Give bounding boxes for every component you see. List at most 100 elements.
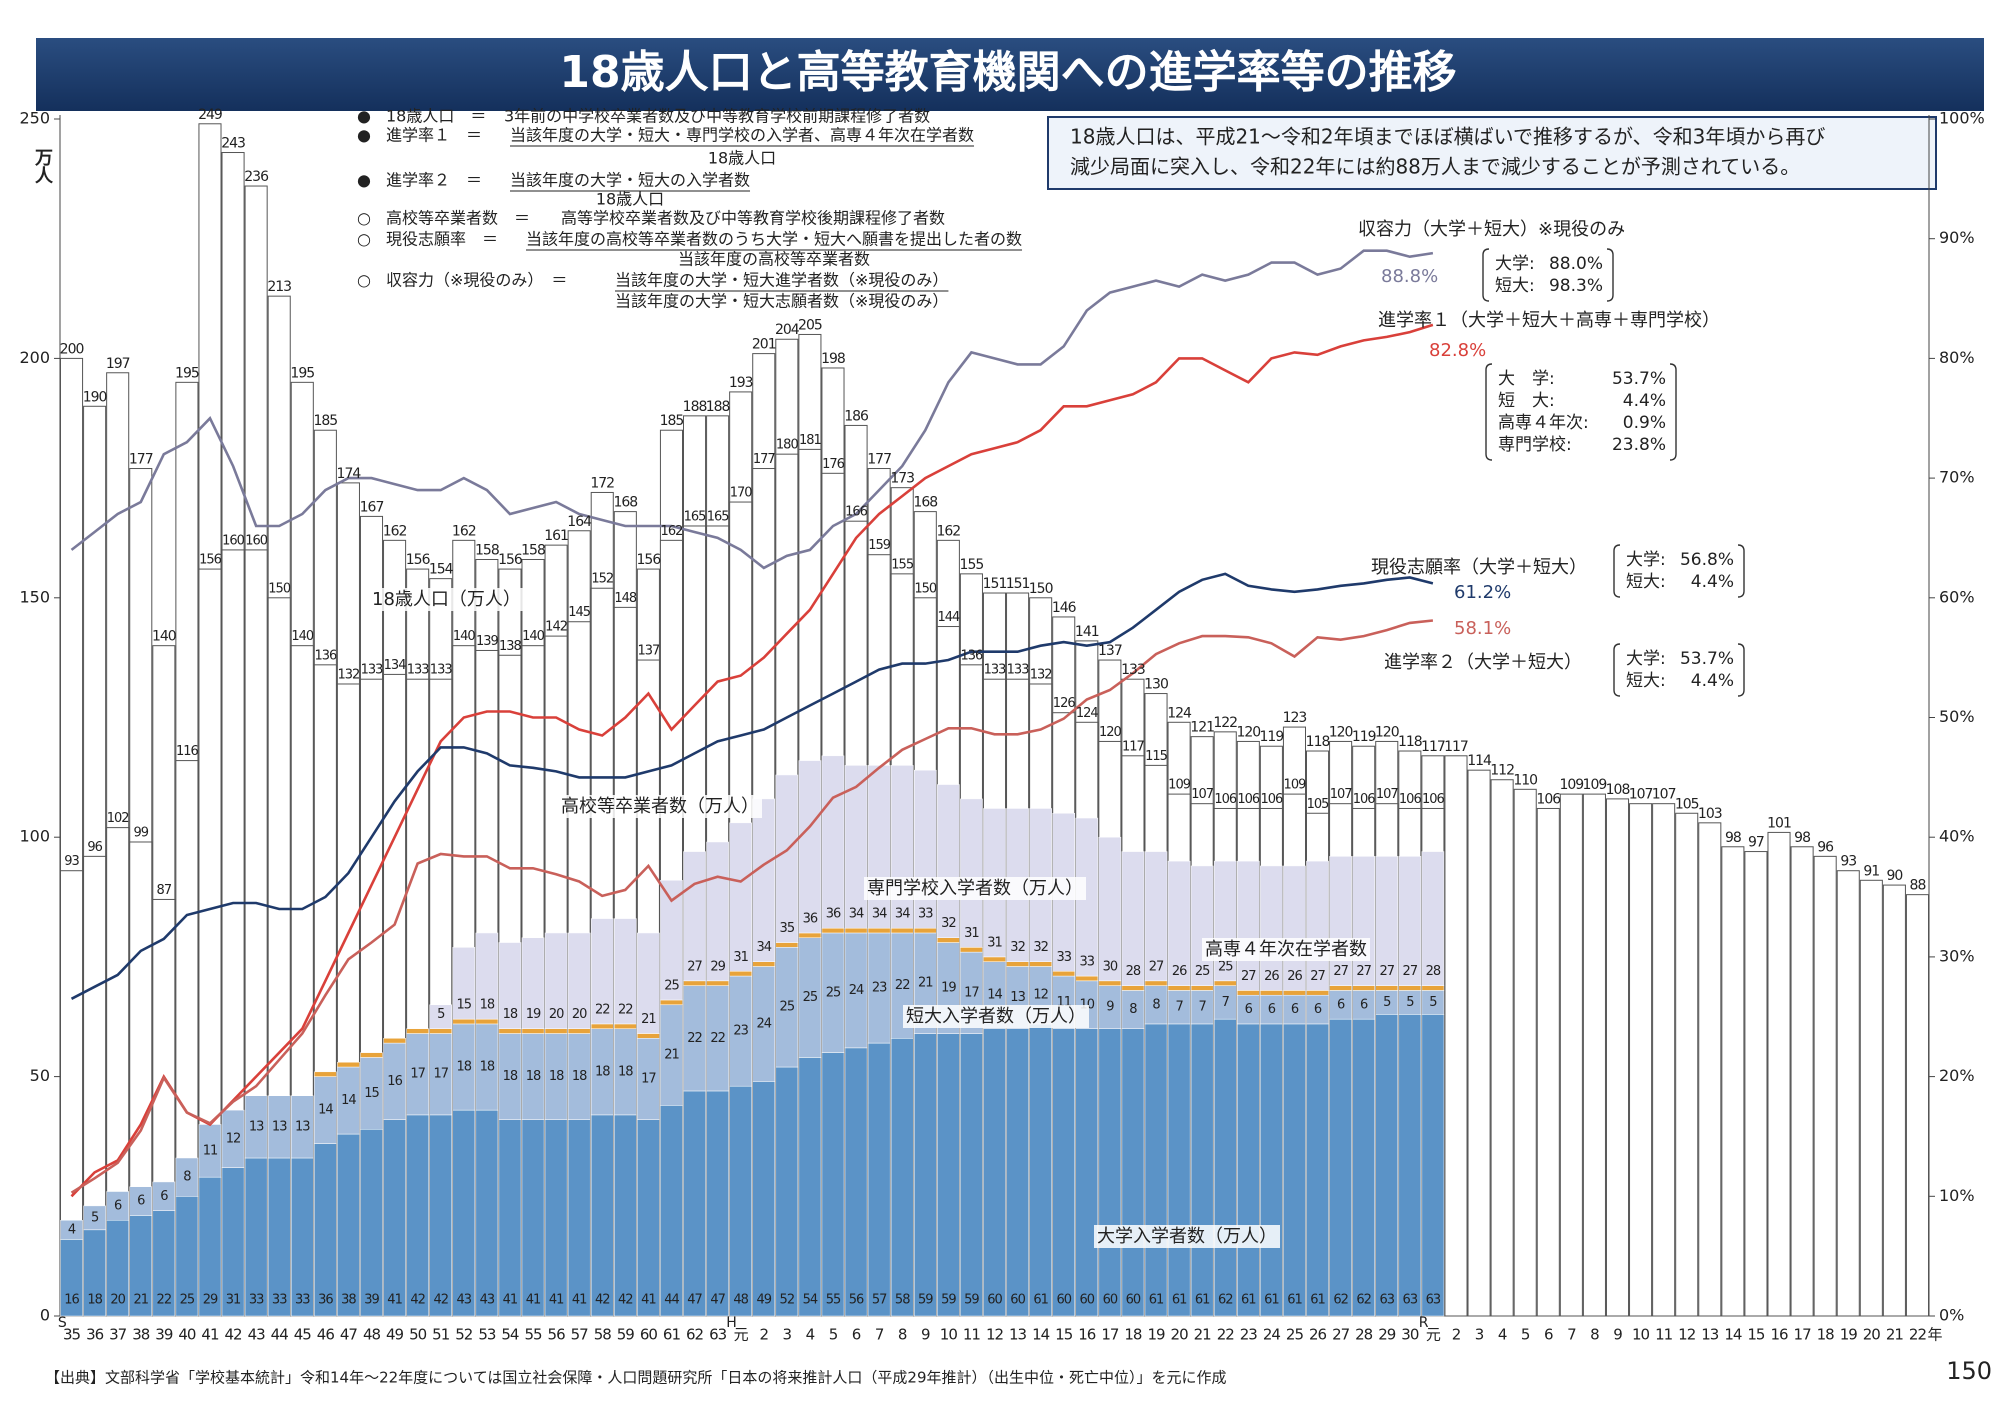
breakdown-value: 4.4% — [1623, 391, 1666, 411]
breakdown-value: 4.4% — [1691, 671, 1734, 691]
data-label: 32 — [1010, 940, 1025, 955]
data-label: 198 — [821, 351, 845, 367]
x-tick-label: 45 — [294, 1326, 312, 1344]
data-label: 130 — [1144, 677, 1168, 693]
data-label: 12 — [1033, 988, 1048, 1003]
data-label: 41 — [641, 1293, 656, 1308]
chart-title: 18歳人口と高等教育機関への進学率等の推移 — [559, 47, 1456, 98]
x-tick-label: 26 — [1309, 1326, 1327, 1344]
stacked-bar — [1352, 985, 1375, 991]
data-label: 18 — [572, 1069, 587, 1084]
data-label: 59 — [918, 1293, 933, 1308]
x-tick-label: 63 — [709, 1326, 727, 1344]
data-label: 15 — [457, 998, 472, 1013]
breakdown-label: 短 大: — [1498, 391, 1555, 411]
data-label: 137 — [637, 644, 660, 659]
data-label: 16 — [387, 1074, 402, 1089]
stacked-bar — [752, 1081, 776, 1317]
data-label: 19 — [526, 1007, 541, 1022]
note-marker: ● — [357, 171, 371, 190]
data-label: 39 — [364, 1293, 379, 1308]
bar — [1882, 884, 1906, 1317]
stacked-bar — [567, 1119, 591, 1317]
stacked-bar — [1352, 1018, 1375, 1317]
bar — [1513, 788, 1537, 1317]
breakdown-label: 高専４年次: — [1498, 413, 1589, 433]
y2-tick-label: 40% — [1939, 827, 1975, 846]
x-tick-label: 5 — [1521, 1326, 1530, 1344]
data-label: 5 — [1429, 995, 1437, 1010]
x-tick-label: 62 — [686, 1326, 704, 1344]
data-label: 106 — [1214, 792, 1237, 807]
data-label: 32 — [1033, 940, 1048, 955]
end-value-label: 88.8% — [1381, 266, 1438, 287]
bar — [1467, 769, 1491, 1317]
data-label: 180 — [776, 438, 799, 453]
data-label: 98 — [1725, 830, 1741, 846]
stacked-bar — [1167, 1023, 1191, 1317]
y2-tick-label: 30% — [1939, 946, 1975, 965]
breakdown-value: 0.9% — [1623, 413, 1666, 433]
x-tick-label: 14 — [1724, 1326, 1742, 1344]
data-label: 213 — [267, 279, 291, 295]
stacked-bar — [521, 1119, 545, 1317]
note-marker: ○ — [357, 230, 371, 249]
data-label: 96 — [1817, 839, 1834, 855]
x-tick-label: 38 — [132, 1326, 150, 1344]
bar — [1859, 879, 1883, 1317]
data-label: 165 — [707, 509, 730, 524]
data-label: 165 — [684, 509, 707, 524]
data-label: 58 — [895, 1293, 910, 1308]
data-label: 57 — [872, 1293, 887, 1308]
stacked-bar — [1121, 985, 1145, 991]
x-tick-label: 17 — [1794, 1326, 1812, 1344]
data-label: 145 — [568, 605, 591, 620]
x-tick-label: 7 — [875, 1326, 884, 1344]
stacked-bar — [1029, 1023, 1052, 1317]
data-label: 49 — [756, 1293, 771, 1308]
note-term: 高校等卒業者数 ＝ — [386, 209, 530, 228]
x-tick-label: 14 — [1032, 1326, 1050, 1344]
stacked-bar — [821, 1052, 845, 1317]
bar — [1675, 812, 1699, 1317]
data-label: 5 — [1406, 995, 1414, 1010]
data-label: 6 — [160, 1189, 168, 1204]
data-label: 60 — [1103, 1293, 1118, 1308]
data-label: 109 — [1284, 778, 1307, 793]
era-mark: R — [1419, 1315, 1429, 1331]
data-label: 32 — [941, 916, 956, 931]
x-tick-label: 8 — [898, 1326, 907, 1344]
x-tick-label: 6 — [852, 1326, 861, 1344]
data-label: 133 — [407, 663, 430, 678]
data-label: 106 — [1353, 792, 1376, 807]
stacked-bar — [175, 1157, 199, 1197]
stacked-bar — [867, 765, 891, 929]
data-label: 112 — [1490, 763, 1514, 779]
data-label: 29 — [710, 959, 725, 974]
y2-tick-label: 70% — [1939, 468, 1975, 487]
data-label: 185 — [660, 413, 684, 429]
stacked-bar — [1283, 990, 1306, 996]
x-tick-label: 4 — [806, 1326, 815, 1344]
x-tick-label: 51 — [432, 1326, 450, 1344]
data-label: 25 — [180, 1293, 195, 1308]
stacked-bar — [1213, 1018, 1237, 1317]
stacked-bar — [1098, 836, 1122, 982]
data-label: 22 — [895, 978, 910, 993]
data-label: 43 — [480, 1293, 495, 1308]
data-label: 33 — [1056, 950, 1071, 965]
data-label: 24 — [756, 1016, 771, 1031]
data-label: 139 — [476, 634, 499, 649]
data-label: 177 — [867, 452, 891, 468]
data-label: 18 — [618, 1064, 633, 1079]
data-label: 158 — [475, 542, 499, 558]
bar — [1582, 793, 1606, 1317]
data-label: 63 — [1403, 1293, 1418, 1308]
stacked-bar — [706, 1090, 729, 1317]
data-label: 27 — [1310, 969, 1325, 984]
note-term: 収容力（※現役のみ） ＝ — [386, 271, 567, 290]
data-label: 133 — [1007, 663, 1030, 678]
stacked-bar — [729, 822, 752, 972]
stacked-bar — [614, 1023, 637, 1029]
data-label: 5 — [437, 1007, 445, 1022]
